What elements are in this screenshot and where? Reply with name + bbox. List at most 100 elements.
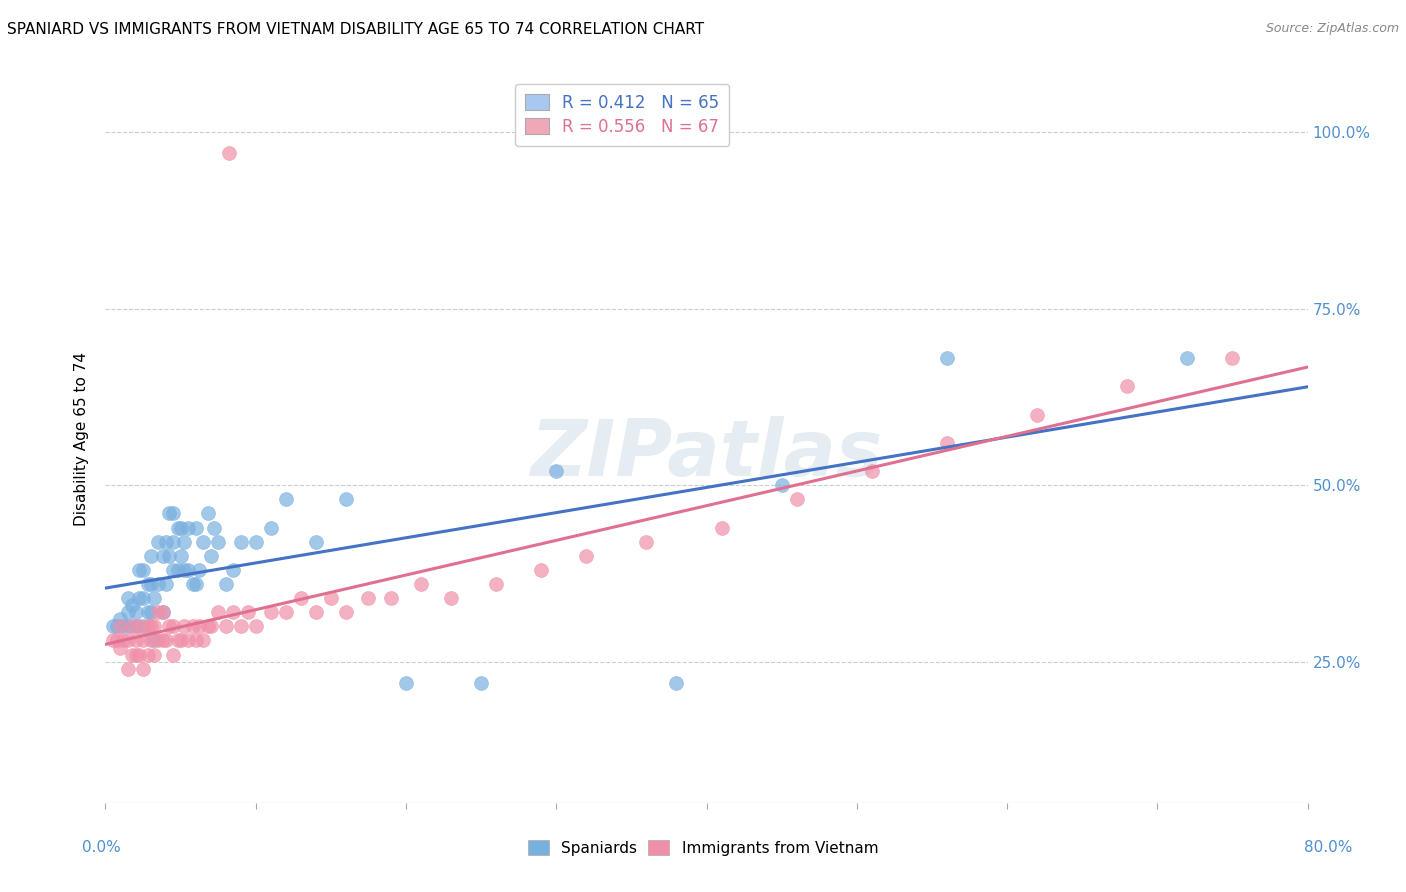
Legend: Spaniards, Immigrants from Vietnam: Spaniards, Immigrants from Vietnam — [522, 834, 884, 862]
Point — [546, 464, 568, 478]
Point — [118, 619, 141, 633]
Point — [181, 577, 204, 591]
Point — [197, 507, 219, 521]
Point — [110, 619, 132, 633]
Point — [136, 648, 159, 662]
Point — [530, 563, 553, 577]
Point — [166, 520, 188, 534]
Point — [152, 549, 174, 563]
Point — [139, 577, 162, 591]
Text: ZIPatlas: ZIPatlas — [530, 416, 883, 491]
Point — [197, 619, 219, 633]
Point — [136, 605, 159, 619]
Point — [245, 534, 267, 549]
Point — [335, 492, 357, 507]
Point — [184, 520, 207, 534]
Legend: R = 0.412   N = 65, R = 0.556   N = 67: R = 0.412 N = 65, R = 0.556 N = 67 — [516, 84, 730, 146]
Point — [146, 633, 169, 648]
Point — [274, 492, 297, 507]
Point — [191, 534, 214, 549]
Point — [112, 633, 135, 648]
Point — [1116, 379, 1139, 393]
Point — [202, 520, 225, 534]
Point — [166, 633, 188, 648]
Point — [155, 534, 177, 549]
Point — [290, 591, 312, 606]
Point — [117, 633, 139, 648]
Point — [1026, 408, 1049, 422]
Point — [117, 662, 139, 676]
Point — [936, 351, 959, 366]
Point — [200, 549, 222, 563]
Point — [124, 633, 146, 648]
Point — [319, 591, 342, 606]
Point — [132, 633, 155, 648]
Point — [128, 648, 150, 662]
Point — [121, 598, 143, 612]
Point — [101, 619, 124, 633]
Point — [169, 520, 191, 534]
Point — [142, 591, 165, 606]
Point — [395, 675, 418, 690]
Point — [146, 577, 169, 591]
Point — [117, 605, 139, 619]
Point — [157, 507, 180, 521]
Point — [184, 577, 207, 591]
Point — [485, 577, 508, 591]
Point — [357, 591, 380, 606]
Point — [136, 577, 159, 591]
Point — [184, 633, 207, 648]
Point — [440, 591, 463, 606]
Point — [139, 549, 162, 563]
Point — [770, 478, 793, 492]
Point — [177, 520, 200, 534]
Point — [146, 605, 169, 619]
Text: 80.0%: 80.0% — [1305, 840, 1353, 855]
Point — [162, 619, 184, 633]
Point — [132, 591, 155, 606]
Point — [214, 619, 236, 633]
Point — [117, 591, 139, 606]
Point — [112, 619, 135, 633]
Point — [274, 605, 297, 619]
Point — [710, 520, 733, 534]
Point — [335, 605, 357, 619]
Point — [124, 605, 146, 619]
Point — [132, 662, 155, 676]
Point — [110, 640, 132, 655]
Point — [139, 619, 162, 633]
Point — [142, 648, 165, 662]
Point — [152, 605, 174, 619]
Point — [305, 534, 328, 549]
Point — [1177, 351, 1199, 366]
Point — [157, 549, 180, 563]
Point — [238, 605, 260, 619]
Point — [222, 605, 245, 619]
Text: SPANIARD VS IMMIGRANTS FROM VIETNAM DISABILITY AGE 65 TO 74 CORRELATION CHART: SPANIARD VS IMMIGRANTS FROM VIETNAM DISA… — [7, 22, 704, 37]
Point — [187, 619, 209, 633]
Point — [409, 577, 432, 591]
Point — [152, 605, 174, 619]
Point — [110, 612, 132, 626]
Point — [173, 619, 195, 633]
Point — [166, 563, 188, 577]
Point — [575, 549, 598, 563]
Point — [136, 619, 159, 633]
Point — [128, 619, 150, 633]
Point — [152, 633, 174, 648]
Point — [936, 435, 959, 450]
Point — [470, 675, 492, 690]
Point — [214, 577, 236, 591]
Point — [169, 633, 191, 648]
Point — [187, 563, 209, 577]
Point — [162, 563, 184, 577]
Point — [132, 619, 155, 633]
Point — [139, 633, 162, 648]
Point — [132, 563, 155, 577]
Point — [245, 619, 267, 633]
Y-axis label: Disability Age 65 to 74: Disability Age 65 to 74 — [75, 352, 90, 526]
Point — [305, 605, 328, 619]
Point — [181, 619, 204, 633]
Point — [207, 534, 229, 549]
Point — [380, 591, 402, 606]
